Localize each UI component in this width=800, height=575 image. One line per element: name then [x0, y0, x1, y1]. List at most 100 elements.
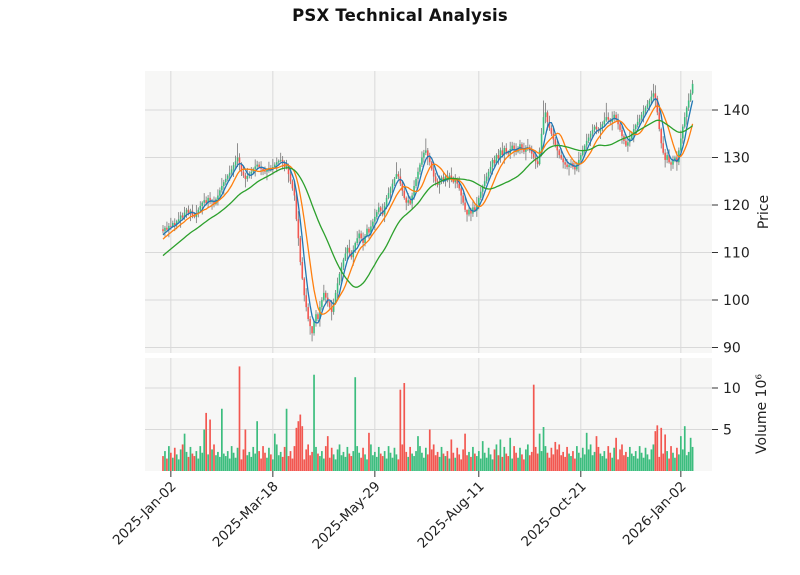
candle-body: [246, 176, 249, 179]
volume-bar: [354, 377, 357, 471]
candle-body: [244, 175, 247, 179]
volume-bar: [544, 446, 547, 471]
candle-body: [328, 302, 331, 308]
volume-bar: [324, 446, 327, 471]
candle-body: [607, 117, 610, 120]
volume-bar: [311, 451, 313, 471]
candle-body: [654, 93, 657, 99]
candle-body: [670, 162, 672, 165]
volume-bar: [550, 447, 553, 471]
volume-bar: [599, 453, 602, 471]
candle-body: [370, 226, 372, 233]
volume-bar: [603, 451, 606, 471]
volume-bar: [195, 451, 198, 471]
volume-bar: [446, 451, 449, 471]
volume-bar: [442, 453, 445, 471]
volume-bar: [428, 429, 431, 471]
volume-bar: [517, 457, 519, 471]
volume-bar: [475, 456, 478, 471]
candle-body: [668, 155, 670, 163]
volume-bar: [262, 446, 264, 471]
volume-bar: [236, 447, 239, 471]
candle-body: [277, 160, 280, 163]
volume-bar: [574, 458, 576, 471]
volume-bar: [623, 455, 625, 471]
date-tick-label: 2025-May-29: [309, 479, 383, 553]
candle-body: [330, 307, 333, 312]
volume-bar: [177, 459, 180, 471]
volume-bar: [674, 457, 676, 471]
candle-body: [389, 188, 392, 194]
volume-bar: [181, 444, 184, 471]
volume-bar: [330, 447, 333, 471]
volume-bar: [589, 444, 592, 471]
candle-body: [199, 205, 202, 210]
candle-body: [568, 165, 570, 167]
volume-bar: [366, 459, 368, 471]
candle-body: [221, 186, 223, 191]
candle-body: [162, 229, 164, 232]
volume-bar: [676, 447, 678, 471]
volume-bar: [505, 453, 508, 471]
volume-bar: [348, 453, 351, 471]
candle-body: [362, 238, 364, 243]
candle-body: [680, 138, 682, 151]
candle-body: [193, 214, 196, 217]
volume-bar: [221, 408, 223, 471]
volume-bar: [166, 458, 168, 471]
volume-bar: [352, 451, 355, 471]
candle-body: [450, 175, 453, 179]
volume-bar: [328, 457, 331, 471]
candle-body: [493, 159, 496, 164]
candle-body: [536, 161, 539, 165]
volume-bar: [587, 449, 590, 471]
candle-body: [175, 221, 178, 225]
volume-bar: [640, 452, 643, 471]
volume-bar: [291, 458, 294, 471]
candle-body: [483, 181, 486, 186]
volume-bar: [542, 427, 545, 471]
volume-bar: [591, 455, 594, 471]
price-tick-label: 110: [723, 246, 750, 262]
volume-bar: [171, 457, 174, 471]
price-tick-label: 120: [723, 198, 750, 214]
candle-body: [181, 215, 184, 218]
volume-bar: [266, 457, 268, 471]
candle-body: [275, 162, 278, 165]
candle-body: [650, 96, 653, 101]
candle-body: [197, 209, 200, 214]
candle-body: [646, 104, 649, 108]
volume-bar: [279, 451, 282, 471]
candle-body: [391, 183, 394, 189]
volume-bar: [670, 446, 672, 471]
candle-body: [495, 155, 498, 164]
candle-body: [631, 133, 633, 139]
volume-bar: [540, 451, 543, 471]
volume-bar: [281, 456, 284, 471]
candle-body: [585, 140, 588, 146]
candle-body: [581, 150, 584, 156]
volume-bar: [613, 447, 615, 471]
volume-bar: [340, 455, 343, 471]
candle-body: [317, 314, 319, 319]
candle-body: [289, 174, 292, 182]
volume-bar: [468, 451, 470, 471]
candle-body: [313, 321, 315, 334]
volume-bar: [636, 458, 639, 471]
candle-body: [617, 119, 619, 125]
candle-body: [481, 186, 484, 192]
candle-body: [274, 164, 276, 168]
candle-body: [591, 129, 594, 134]
volume-bar: [487, 447, 490, 471]
price-tick-label: 90: [723, 341, 741, 357]
volume-bar: [385, 458, 388, 471]
candle-body: [574, 167, 576, 170]
volume-bar: [448, 458, 451, 471]
volume-bar: [299, 414, 302, 471]
candle-body: [544, 112, 547, 118]
volume-bar: [295, 427, 298, 471]
candle-body: [393, 178, 396, 184]
volume-bar: [254, 453, 257, 471]
candle-body: [232, 165, 235, 170]
volume-bar: [232, 452, 235, 471]
